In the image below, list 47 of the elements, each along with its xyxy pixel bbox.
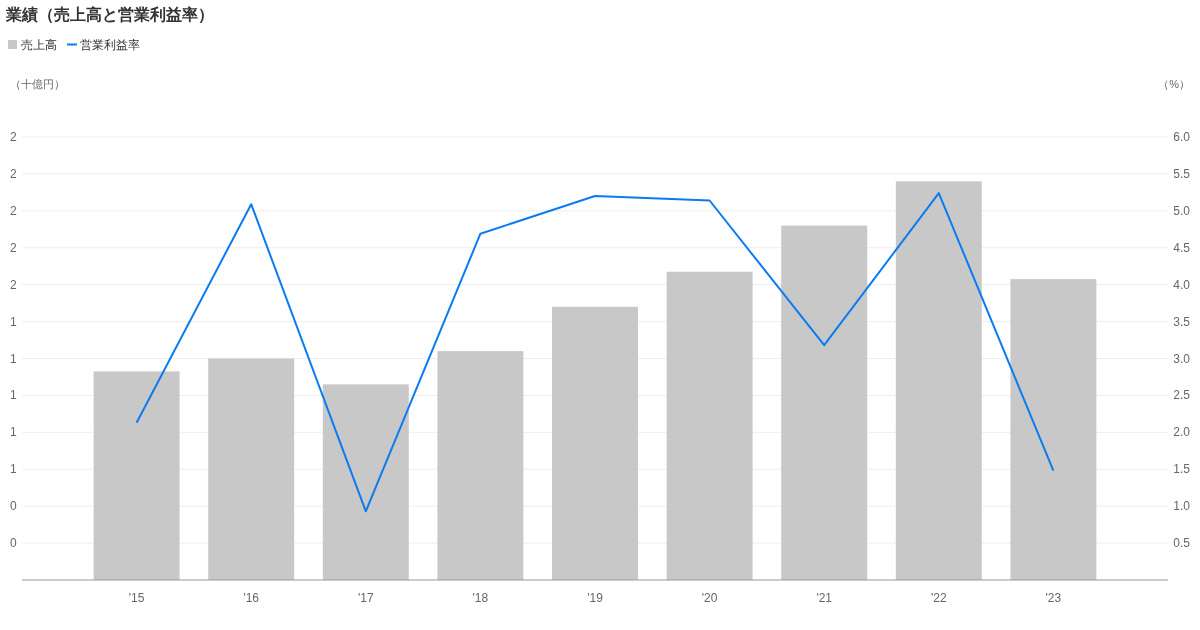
- x-tick-label: '21: [816, 591, 833, 605]
- legend-label: 売上高: [21, 38, 57, 52]
- y2-tick-label: 0.5: [1173, 536, 1191, 551]
- y2-tick-label: 6.0: [1173, 130, 1191, 144]
- legend-label: 営業利益率: [80, 38, 140, 52]
- x-tick-label: '19: [587, 591, 604, 605]
- y2-axis-title: （%）: [1158, 78, 1190, 90]
- bar: [93, 371, 180, 580]
- y-tick-label: 0: [10, 499, 17, 514]
- y-tick-label: 1: [10, 351, 17, 366]
- bar: [666, 271, 753, 580]
- y-tick-label: 2: [10, 166, 17, 181]
- bar: [208, 358, 295, 580]
- bar: [322, 384, 409, 580]
- y2-tick-label: 3.5: [1173, 314, 1191, 329]
- x-tick-label: '22: [930, 591, 947, 605]
- chart-title: 業績（売上高と営業利益率）: [5, 5, 214, 24]
- y-axis-title: （十億円）: [10, 78, 65, 90]
- bar: [552, 306, 638, 580]
- y-tick-label: 2: [10, 203, 17, 218]
- y2-tick-label: 4.0: [1173, 277, 1191, 292]
- y-tick-label: 1: [10, 388, 17, 403]
- bar: [437, 351, 524, 580]
- y-tick-label: 0: [10, 536, 17, 551]
- y2-tick-label: 5.0: [1173, 203, 1191, 218]
- y2-tick-label: 2.5: [1173, 388, 1191, 403]
- x-tick-label: '17: [357, 591, 374, 605]
- y2-tick-label: 2.0: [1173, 425, 1191, 440]
- y-tick-label: 2: [10, 240, 17, 255]
- y2-tick-label: 4.5: [1173, 240, 1191, 255]
- y2-tick-label: 1.0: [1173, 499, 1191, 514]
- x-tick-label: '18: [472, 591, 489, 605]
- y-tick-label: 1: [10, 314, 17, 329]
- bar: [895, 181, 982, 580]
- x-tick-label: '20: [701, 591, 718, 605]
- y-tick-label: 2: [10, 277, 17, 292]
- bar: [1010, 279, 1097, 580]
- x-tick-label: '23: [1045, 591, 1062, 605]
- y-tick-label: 2: [10, 130, 17, 144]
- y-tick-label: 1: [10, 425, 17, 440]
- x-tick-label: '16: [243, 591, 260, 605]
- y2-tick-label: 5.5: [1173, 166, 1191, 181]
- x-tick-label: '15: [128, 591, 145, 605]
- y2-tick-label: 3.0: [1173, 351, 1191, 366]
- bar: [781, 225, 868, 580]
- y2-tick-label: 1.5: [1173, 462, 1191, 477]
- y-tick-label: 1: [10, 462, 17, 477]
